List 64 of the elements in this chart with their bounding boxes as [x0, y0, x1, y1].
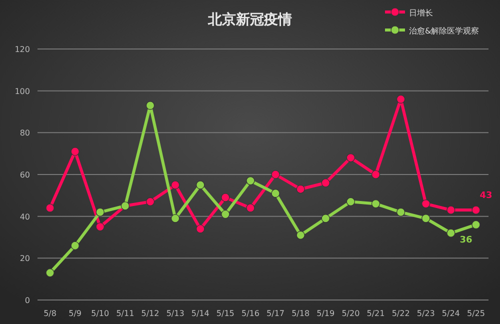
point — [196, 180, 205, 190]
point — [271, 189, 280, 198]
data-label: 36 — [460, 236, 472, 246]
point — [171, 180, 180, 190]
point — [472, 206, 480, 214]
point — [271, 170, 280, 179]
point — [422, 214, 430, 223]
point — [472, 220, 480, 229]
point — [371, 170, 380, 179]
legend-label: 日增长 — [409, 8, 433, 18]
x-tick-label: 5/8 — [44, 309, 56, 318]
x-tick-label: 5/25 — [466, 309, 485, 318]
x-tick-label: 5/12 — [141, 309, 160, 318]
x-tick-label: 5/21 — [366, 309, 385, 318]
x-tick-label: 5/9 — [68, 309, 82, 318]
point — [46, 204, 54, 212]
y-tick-label: 0 — [24, 296, 30, 305]
x-tick-label: 5/19 — [316, 309, 335, 318]
x-tick-label: 5/15 — [216, 309, 234, 318]
y-tick-label: 40 — [20, 212, 30, 222]
legend-label: 治愈&解除医学观察 — [409, 26, 480, 36]
x-tick-label: 5/13 — [166, 309, 184, 318]
point — [296, 184, 305, 194]
point — [396, 208, 406, 216]
point — [446, 206, 456, 214]
point — [321, 214, 330, 223]
point — [146, 101, 155, 110]
point — [96, 222, 104, 232]
point — [346, 197, 355, 206]
y-tick-label: 20 — [20, 254, 30, 264]
y-tick-label: 60 — [20, 170, 30, 180]
point — [221, 210, 230, 219]
point — [146, 197, 155, 206]
x-tick-label: 5/16 — [241, 309, 260, 318]
point — [221, 193, 230, 202]
point — [171, 214, 180, 223]
x-tick-label: 5/22 — [392, 309, 410, 318]
point — [46, 268, 54, 278]
y-tick-label: 80 — [20, 128, 30, 138]
point — [70, 241, 80, 250]
point — [70, 147, 80, 156]
point — [246, 204, 255, 212]
point — [246, 176, 255, 186]
x-tick-label: 5/18 — [292, 309, 310, 318]
point — [371, 199, 380, 208]
point — [321, 178, 330, 188]
x-tick-label: 5/20 — [342, 309, 360, 318]
point — [346, 153, 355, 162]
x-tick-label: 5/17 — [266, 309, 285, 318]
point — [446, 228, 456, 238]
x-tick-label: 5/11 — [116, 309, 134, 318]
chart-title: 北京新冠疫情 — [207, 11, 292, 28]
x-tick-label: 5/23 — [416, 309, 435, 318]
point — [422, 199, 430, 208]
point — [196, 224, 205, 234]
data-label: 43 — [480, 191, 492, 202]
x-tick-label: 5/10 — [91, 309, 110, 318]
x-tick-label: 5/24 — [442, 309, 460, 318]
point — [96, 208, 104, 216]
y-tick-label: 100 — [14, 86, 30, 96]
y-tick-label: 120 — [14, 45, 30, 54]
point — [296, 230, 305, 240]
point — [396, 94, 406, 104]
x-tick-label: 5/14 — [191, 309, 210, 318]
